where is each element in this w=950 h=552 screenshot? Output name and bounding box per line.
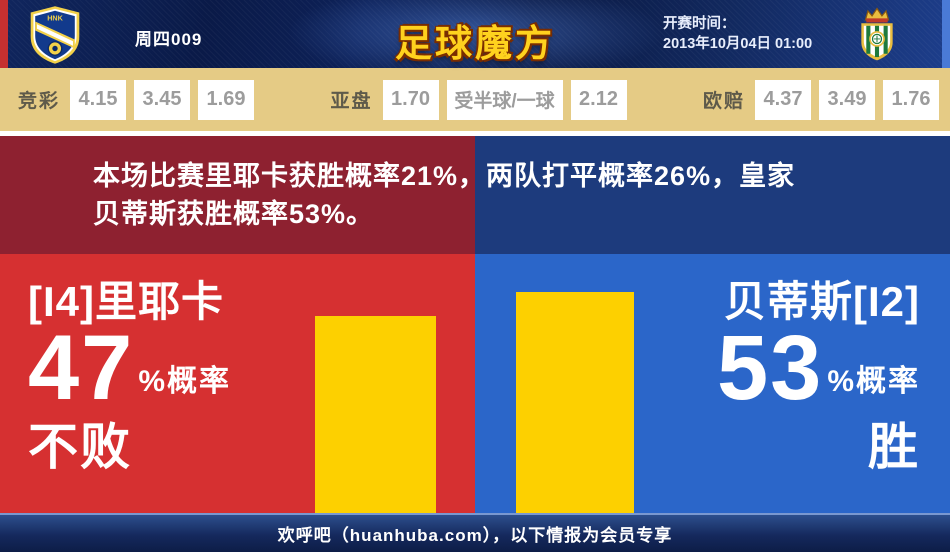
away-probability-number: 53	[716, 317, 824, 419]
summary-line-2: 贝蒂斯获胜概率53%。	[93, 199, 375, 229]
away-probability-suffix: %概率	[827, 365, 920, 398]
match-number: 周四009	[135, 30, 203, 49]
odds-value-box: 1.70	[382, 79, 439, 120]
kickoff-time: 开赛时间： 2013年10月04日 01:00	[663, 14, 812, 54]
home-probability-suffix: %概率	[138, 365, 232, 398]
divider	[0, 131, 950, 136]
away-team-name: 贝蒂斯[I2]	[723, 278, 920, 325]
odds-label-yapan: 亚盘	[330, 91, 373, 112]
rijeka-crest-icon: HNK	[28, 5, 82, 70]
odds-label-jingcai: 竞彩	[18, 91, 61, 112]
prediction-summary-text: 本场比赛里耶卡获胜概率21%，两队打平概率26%，皇家 贝蒂斯获胜概率53%。	[93, 157, 795, 233]
summary-line-1: 本场比赛里耶卡获胜概率21%，两队打平概率26%，皇家	[93, 161, 796, 191]
right-accent-stripe	[942, 0, 950, 68]
match-header: HNK 周四009 足球魔方 开赛时间： 2013年10月04日 01:00	[0, 0, 950, 68]
odds-value-box: 1.69	[198, 79, 255, 120]
home-outcome: 不败	[28, 419, 132, 475]
odds-value-box: 1.76	[882, 79, 939, 120]
betis-crest-icon	[852, 6, 902, 67]
site-logo-text: 足球魔方	[395, 23, 555, 64]
footer: 欢呼吧（huanhuba.com），以下情报为会员专享	[0, 513, 950, 552]
home-team-block: [I4]里耶卡 47 %概率 不败	[28, 278, 231, 474]
home-probability: 47 %概率	[28, 317, 232, 419]
away-probability: 53 %概率	[716, 317, 920, 419]
footer-text: 欢呼吧（huanhuba.com），以下情报为会员专享	[277, 526, 673, 545]
probability-panel: [I4]里耶卡 47 %概率 不败 贝蒂斯[I2] 53 %概率 胜	[0, 254, 950, 513]
kickoff-value: 2013年10月04日 01:00	[663, 36, 813, 52]
svg-text:HNK: HNK	[47, 14, 63, 23]
odds-group-yapan: 亚盘 1.70 受半球/一球 2.12	[330, 79, 627, 120]
odds-value-box: 4.37	[754, 79, 811, 120]
kickoff-label: 开赛时间：	[663, 16, 736, 32]
home-probability-bar	[315, 316, 436, 513]
odds-value-box: 4.15	[70, 79, 127, 120]
odds-handicap-box: 受半球/一球	[446, 79, 563, 120]
home-team-name: [I4]里耶卡	[28, 278, 225, 325]
away-team-block: 贝蒂斯[I2] 53 %概率 胜	[717, 278, 920, 474]
odds-value-box: 3.49	[818, 79, 875, 120]
home-probability-number: 47	[28, 317, 135, 419]
site-logo: 足球魔方	[395, 13, 555, 67]
away-probability-bar	[516, 292, 634, 513]
away-outcome: 胜	[868, 419, 920, 475]
odds-group-jingcai: 竞彩 4.15 3.45 1.69	[18, 79, 255, 120]
prediction-summary-banner: 本场比赛里耶卡获胜概率21%，两队打平概率26%，皇家 贝蒂斯获胜概率53%。	[0, 136, 950, 254]
odds-value-box: 2.12	[570, 79, 627, 120]
odds-value-box: 3.45	[134, 79, 191, 120]
odds-bar: 竞彩 4.15 3.45 1.69 亚盘 1.70 受半球/一球 2.12 欧赔…	[0, 68, 950, 131]
odds-label-oupei: 欧赔	[702, 91, 745, 112]
left-accent-stripe	[0, 0, 8, 68]
odds-group-oupei: 欧赔 4.37 3.49 1.76	[702, 79, 939, 120]
